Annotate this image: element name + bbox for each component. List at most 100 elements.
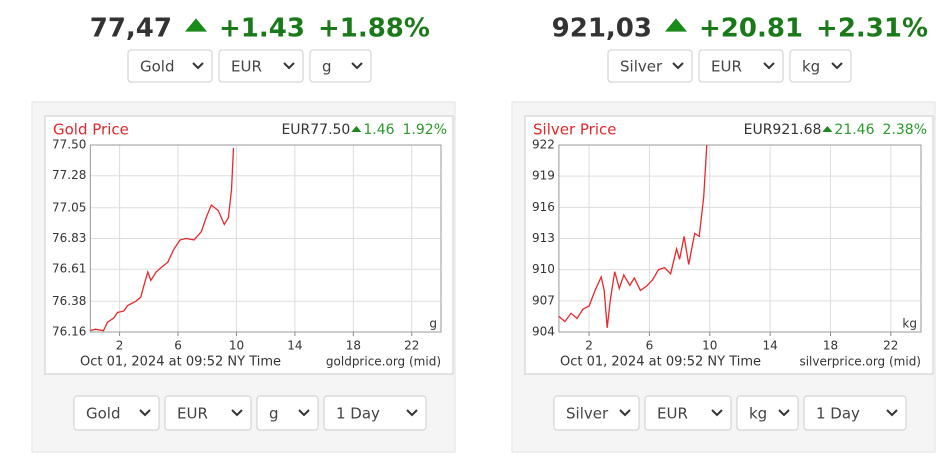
dropdown-label: Gold [140, 58, 175, 76]
dropdown-label: 1 Day [336, 405, 380, 423]
chart-footer-time: Oct 01, 2024 at 09:52 NY Time [560, 355, 761, 370]
dropdown-box [789, 49, 852, 83]
x-tick-label: 22 [404, 339, 419, 353]
chart-title: Silver Price [533, 121, 617, 139]
chart-change-percent: 2.38% [883, 122, 927, 138]
dropdown-box [73, 395, 160, 431]
chart-price: EUR921.68 [744, 122, 822, 138]
dropdown-label: EUR [177, 405, 208, 423]
dropdown-chevron [619, 409, 631, 417]
dropdown-chevron [231, 409, 243, 417]
price-widget: 921,03 +20.81 +2.31% Silver EUR kg Silver Pric… [511, 14, 936, 453]
dropdown-box [736, 395, 799, 431]
up-arrow-icon [351, 126, 362, 132]
dropdown-label: Gold [86, 405, 121, 423]
current-price: 921,03 [552, 14, 652, 44]
chart-footer-source: silverprice.org (mid) [799, 355, 921, 369]
dropdown-label: Silver [620, 58, 663, 76]
price-change-percent: +1.88% [318, 14, 430, 44]
dropdown[interactable]: Gold [73, 395, 160, 431]
dropdown-chevron [886, 409, 898, 417]
dropdown-box [309, 49, 372, 83]
y-tick-label: 77.05 [52, 200, 86, 214]
chart-change: 1.46 [363, 122, 394, 138]
y-tick-label: 76.38 [52, 294, 86, 308]
y-tick-label: 922 [532, 138, 555, 152]
x-tick-label: 14 [762, 339, 777, 353]
x-tick-label: 10 [702, 339, 717, 353]
y-tick-label: 907 [532, 293, 555, 307]
dropdown-box [127, 49, 213, 83]
dropdown-box [323, 395, 427, 431]
dropdown-label: EUR [231, 58, 262, 76]
dropdown-chevron [406, 409, 418, 417]
y-tick-label: 76.83 [52, 231, 86, 245]
y-tick-label: 913 [532, 231, 555, 245]
dropdown-box [644, 395, 732, 431]
x-tick-label: 6 [174, 339, 182, 353]
price-line [90, 147, 235, 332]
dropdown-box [698, 49, 784, 83]
dropdown-box [218, 49, 304, 83]
dropdown[interactable]: kg [736, 395, 799, 431]
dropdown-chevron [831, 62, 843, 70]
dropdown-chevron [351, 62, 363, 70]
y-tick-label: 916 [532, 200, 555, 214]
dropdown[interactable]: 1 Day [323, 395, 427, 431]
chart-change: 21.46 [834, 122, 874, 138]
dropdown-label: EUR [711, 58, 742, 76]
y-tick-label: 919 [532, 169, 555, 183]
dropdown-chevron [192, 62, 204, 70]
chart-frame [524, 115, 934, 375]
dropdown[interactable]: kg [789, 49, 852, 83]
dropdown[interactable]: g [256, 395, 319, 431]
dropdown[interactable]: 1 Day [803, 395, 907, 431]
dropdown-chevron [283, 62, 295, 70]
dropdown-box [553, 395, 640, 431]
dropdown-label: kg [749, 405, 767, 423]
x-tick-label: 14 [287, 339, 302, 353]
dropdown[interactable]: Silver [607, 49, 693, 83]
dropdown-box [164, 395, 252, 431]
current-price: 77,47 [90, 14, 172, 44]
y-tick-label: 904 [532, 325, 555, 339]
dropdown[interactable]: EUR [164, 395, 252, 431]
x-tick-label: 6 [646, 339, 654, 353]
price-change: +20.81 [699, 14, 803, 44]
chart-change-percent: 1.92% [403, 122, 447, 138]
dropdown-box [607, 49, 693, 83]
y-tick-label: 77.50 [52, 138, 86, 152]
dropdown-chevron [672, 62, 684, 70]
dropdown[interactable]: Silver [553, 395, 640, 431]
dropdown-label: EUR [657, 405, 688, 423]
price-line [558, 144, 708, 328]
plot-border [89, 144, 442, 333]
up-arrow-icon [822, 126, 833, 132]
x-tick-label: 10 [229, 339, 244, 353]
dropdown[interactable]: EUR [644, 395, 732, 431]
y-tick-label: 910 [532, 262, 555, 276]
x-tick-label: 18 [346, 339, 361, 353]
x-tick-label: 18 [823, 339, 838, 353]
up-arrow-icon [665, 18, 687, 32]
dropdown-chevron [139, 409, 151, 417]
dropdown-box [803, 395, 907, 431]
dropdown-chevron [763, 62, 775, 70]
dropdown[interactable]: g [309, 49, 372, 83]
x-tick-label: 22 [883, 339, 898, 353]
dropdown[interactable]: EUR [698, 49, 784, 83]
chart-frame [44, 115, 454, 375]
x-tick-label: 2 [116, 339, 124, 353]
dropdown-label: g [322, 58, 332, 76]
y-tick-label: 76.16 [52, 325, 86, 339]
dropdown[interactable]: Gold [127, 49, 213, 83]
dropdown[interactable]: EUR [218, 49, 304, 83]
dropdown-box [256, 395, 319, 431]
dropdown-chevron [298, 409, 310, 417]
y-tick-label: 77.28 [52, 168, 86, 182]
dropdown-chevron [778, 409, 790, 417]
x-tick-label: 2 [585, 339, 593, 353]
chart-price: EUR77.50 [281, 122, 350, 138]
dropdown-label: Silver [566, 405, 609, 423]
